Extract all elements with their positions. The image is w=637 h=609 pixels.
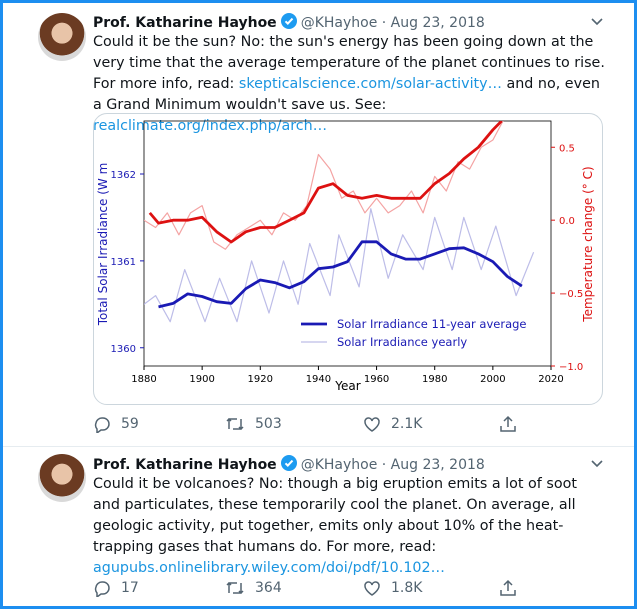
y2-tick-label: 0.5 — [559, 143, 575, 154]
like[interactable]: 1.8K — [363, 579, 422, 597]
menu-chevron[interactable] — [590, 17, 604, 27]
handle[interactable]: @KHayhoe — [300, 15, 378, 31]
x-tick-label: 1900 — [189, 374, 214, 385]
verified-badge — [280, 455, 297, 471]
y2-tick-label: −0.5 — [559, 289, 583, 300]
handle[interactable]: @KHayhoe — [300, 457, 378, 473]
plot-frame — [143, 120, 552, 367]
y-tick-label: 1360 — [111, 344, 136, 355]
tweet-header: Prof. Katharine Hayhoe @KHayhoe · Aug 23,… — [93, 455, 485, 473]
text: Could it be volcanoes? No: though a big … — [93, 476, 577, 555]
y2-tick-label: −1.0 — [559, 362, 583, 373]
avatar[interactable] — [38, 454, 86, 502]
reply-count: 17 — [121, 580, 139, 596]
date[interactable]: Aug 23, 2018 — [390, 15, 485, 31]
share[interactable] — [499, 579, 517, 597]
legend-label: Solar Irradiance yearly — [337, 335, 467, 349]
share[interactable] — [499, 415, 517, 433]
x-tick-label: 1940 — [306, 374, 331, 385]
reply[interactable]: 17 — [93, 579, 139, 597]
like[interactable]: 2.1K — [363, 415, 422, 433]
series-line — [158, 240, 523, 309]
tweet-text: Could it be the sun? No: the sun's energ… — [93, 32, 605, 137]
series-line — [148, 121, 503, 244]
y2-axis-label: Temperature change (° C) — [581, 166, 595, 322]
separator-line — [3, 446, 634, 447]
separator: · — [381, 457, 387, 473]
text: Could it be the sun? No: the sun's energ… — [93, 34, 605, 92]
x-tick-label: 1920 — [248, 374, 273, 385]
author-name[interactable]: Prof. Katharine Hayhoe — [93, 15, 277, 31]
reply-count: 59 — [121, 416, 139, 432]
separator: · — [381, 15, 387, 31]
y-axis-label: Total Solar Irradiance (W m — [96, 163, 110, 327]
date[interactable]: Aug 23, 2018 — [390, 457, 485, 473]
x-tick-label: 1980 — [422, 374, 447, 385]
y-tick-label: 1361 — [111, 257, 136, 268]
series-line — [144, 121, 504, 250]
retweet[interactable]: 364 — [225, 579, 282, 597]
chart: Year Total Solar Irradiance (W m Tempera… — [96, 120, 595, 393]
retweet[interactable]: 503 — [225, 415, 282, 433]
reply[interactable]: 59 — [93, 415, 139, 433]
like-count: 1.8K — [391, 580, 423, 596]
verified-badge — [280, 13, 297, 29]
menu-chevron[interactable] — [590, 459, 604, 469]
link[interactable]: skepticalscience.com/solar-activity… — [238, 76, 502, 92]
x-tick-label: 2020 — [538, 374, 563, 385]
link[interactable]: realclimate.org/index.php/arch… — [93, 118, 328, 134]
x-axis-label: Year — [334, 379, 360, 393]
x-tick-label: 2000 — [480, 374, 505, 385]
y-tick-label: 1362 — [111, 170, 136, 181]
avatar[interactable] — [38, 13, 86, 61]
tweet-text: Could it be volcanoes? No: though a big … — [93, 474, 605, 579]
link[interactable]: agupubs.onlinelibrary.wiley.com/doi/pdf/… — [93, 560, 445, 576]
like-count: 2.1K — [391, 416, 423, 432]
retweet-count: 503 — [255, 416, 282, 432]
plot-area — [144, 121, 535, 323]
retweet-count: 364 — [255, 580, 282, 596]
tweet-header: Prof. Katharine Hayhoe @KHayhoe · Aug 23,… — [93, 13, 485, 31]
x-tick-label: 1880 — [131, 374, 156, 385]
media-card[interactable]: Year Total Solar Irradiance (W m Tempera… — [93, 113, 603, 405]
y2-tick-label: 0.0 — [559, 216, 575, 227]
author-name[interactable]: Prof. Katharine Hayhoe — [93, 457, 277, 473]
legend-label: Solar Irradiance 11-year average — [337, 317, 527, 331]
x-tick-label: 1960 — [364, 374, 389, 385]
text: and no, even a Grand Minimum wouldn't sa… — [93, 76, 600, 113]
